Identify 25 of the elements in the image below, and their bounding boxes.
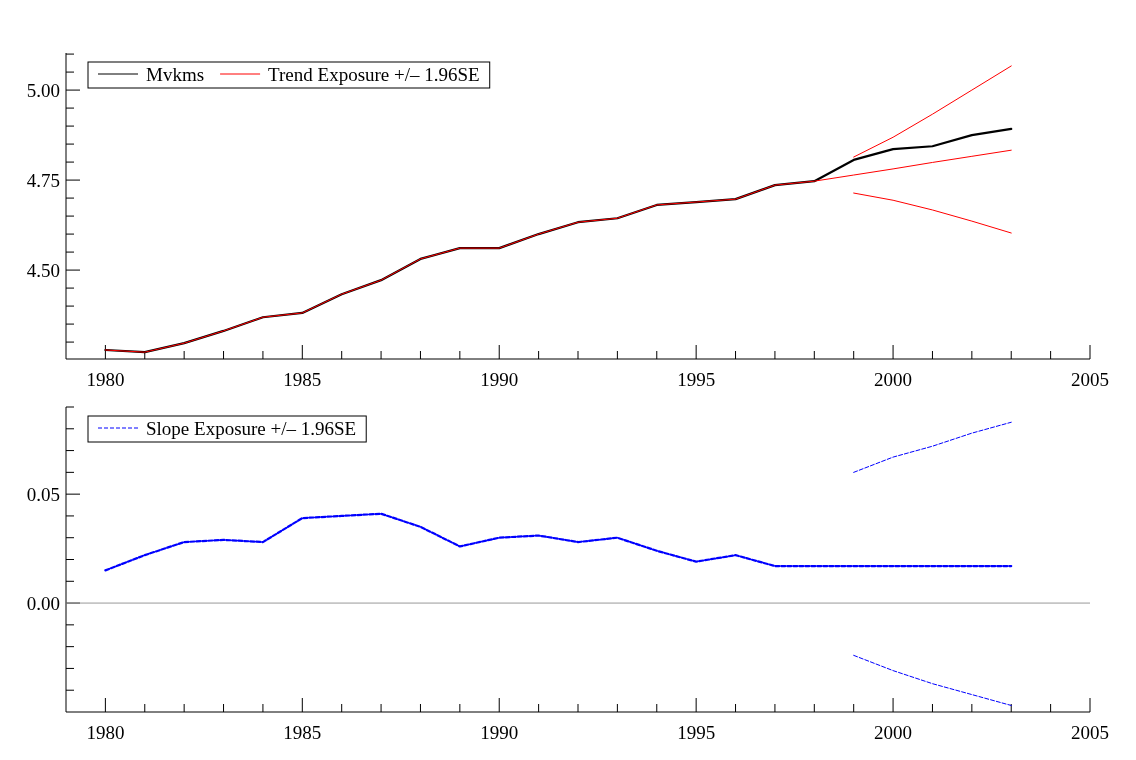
y-tick-label: 0.05 bbox=[26, 483, 60, 505]
x-tick-label: 2005 bbox=[1071, 369, 1109, 390]
y-tick-label: 0.00 bbox=[26, 592, 60, 614]
x-tick-label: 1990 bbox=[480, 722, 519, 743]
x-tick-label: 1990 bbox=[480, 369, 519, 390]
line-series bbox=[853, 654, 1012, 706]
x-tick-label: 1980 bbox=[86, 722, 125, 743]
line-series bbox=[853, 421, 1012, 473]
legend-label: Trend Exposure +/– 1.96SE bbox=[268, 63, 480, 85]
line-series bbox=[853, 65, 1012, 158]
x-tick-label: 1980 bbox=[86, 369, 125, 390]
line-series bbox=[853, 192, 1012, 234]
x-tick-label: 1995 bbox=[677, 722, 716, 743]
x-tick-label: 2005 bbox=[1071, 722, 1109, 743]
x-tick-label: 1985 bbox=[283, 369, 322, 390]
x-tick-label: 1995 bbox=[677, 369, 716, 390]
legend-label: Mvkms bbox=[146, 63, 205, 85]
line-series bbox=[104, 512, 1013, 572]
x-tick-label: 2000 bbox=[874, 369, 913, 390]
y-tick-label: 4.75 bbox=[26, 169, 60, 191]
legend-label: Slope Exposure +/– 1.96SE bbox=[146, 417, 357, 439]
x-tick-label: 1985 bbox=[283, 722, 322, 743]
x-tick-label: 2000 bbox=[874, 722, 913, 743]
y-tick-label: 4.50 bbox=[26, 259, 60, 281]
y-tick-label: 5.00 bbox=[26, 79, 60, 101]
